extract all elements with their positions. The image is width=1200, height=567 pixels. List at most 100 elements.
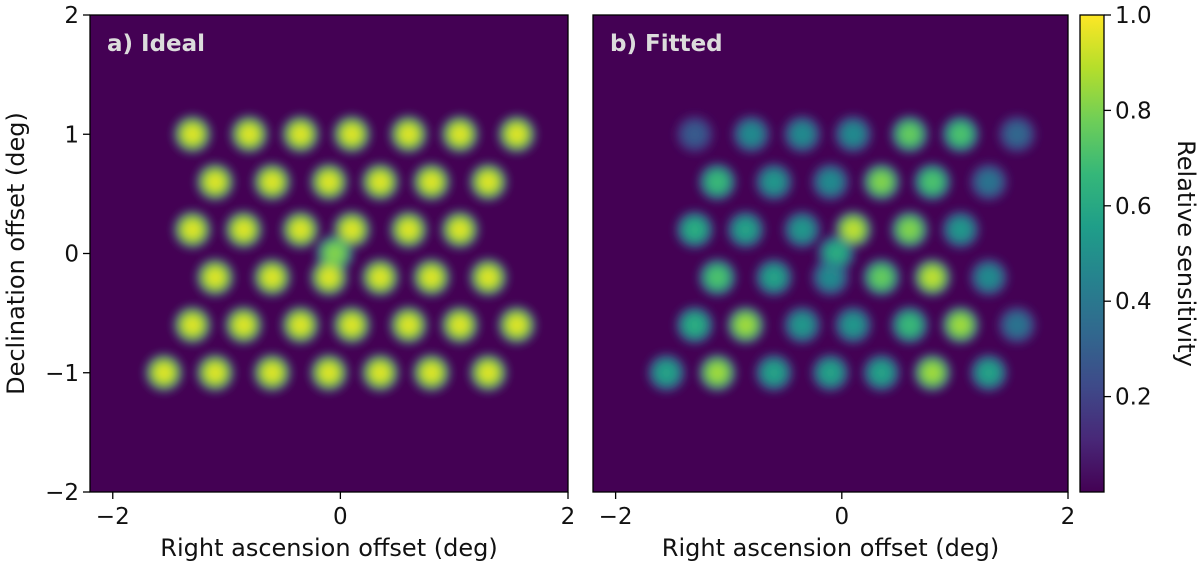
colorbar-ticks: 0.2 0.4 0.6 0.8 1.0	[1104, 3, 1152, 411]
beam	[224, 210, 263, 249]
beam-halo-layer	[135, 105, 546, 402]
beam	[412, 162, 451, 202]
beam	[361, 162, 400, 202]
beam	[890, 210, 929, 249]
y-axis-label: Declination offset (deg)	[2, 112, 30, 395]
beam	[440, 115, 479, 154]
beam	[675, 306, 714, 344]
beam	[196, 258, 235, 297]
y-tick-label: −1	[45, 361, 79, 387]
y-tick-label: 2	[64, 3, 79, 29]
panel-label: b) Fitted	[610, 31, 723, 57]
beam-layer	[135, 105, 546, 402]
beam	[726, 210, 765, 249]
beam	[173, 305, 212, 345]
beam	[811, 258, 850, 297]
beam	[253, 353, 292, 392]
beam	[389, 305, 428, 345]
beam	[755, 258, 793, 297]
beam	[309, 353, 349, 392]
colorbar-tick-label: 0.2	[1115, 385, 1152, 411]
beam-core-layer	[647, 115, 1037, 392]
x-tick-label: −2	[599, 504, 633, 530]
beam	[726, 306, 765, 344]
beam	[440, 305, 479, 345]
x-tick-label: 2	[561, 504, 576, 530]
beam	[890, 306, 929, 344]
beam	[862, 163, 901, 201]
beam	[941, 115, 980, 154]
beam	[675, 115, 714, 154]
x-tick-label: −2	[96, 504, 130, 530]
beam	[862, 258, 901, 297]
beam	[941, 306, 980, 344]
beam	[969, 353, 1008, 392]
beam	[913, 353, 952, 392]
beam	[230, 115, 269, 154]
colorbar-gradient	[1080, 15, 1104, 492]
beam	[497, 115, 536, 154]
beam	[173, 115, 212, 154]
beam	[783, 306, 822, 344]
y-tick-label: 0	[64, 242, 79, 268]
beam	[309, 258, 349, 297]
x-axis-label: Right ascension offset (deg)	[160, 534, 497, 562]
beam	[196, 353, 235, 392]
x-tick-label: 0	[333, 504, 348, 530]
y-axis-ticks: −2 −1 0 1 2	[45, 3, 90, 506]
beam	[253, 258, 292, 297]
panel-fitted: b) Fitted −2 0 2 Right ascension offset (d…	[592, 14, 1076, 562]
beam	[698, 353, 737, 392]
beam	[224, 305, 263, 345]
beam	[755, 353, 793, 392]
beam	[281, 210, 320, 249]
colorbar-tick-label: 0.8	[1115, 98, 1152, 124]
beam	[412, 258, 451, 297]
beam	[698, 258, 737, 297]
beam	[698, 163, 737, 201]
axes-frame	[592, 14, 1069, 493]
x-axis-label: Right ascension offset (deg)	[662, 534, 999, 562]
beam	[309, 162, 349, 202]
colorbar-tick-label: 0.6	[1115, 194, 1152, 220]
beam	[332, 115, 371, 154]
beam	[969, 258, 1008, 297]
beam	[361, 353, 400, 392]
beam	[913, 258, 952, 297]
y-tick-label: −2	[45, 480, 79, 506]
beam	[469, 353, 508, 392]
beam	[834, 115, 873, 154]
y-tick-label: 1	[64, 122, 79, 148]
beam	[969, 163, 1008, 201]
beam	[361, 258, 400, 297]
beam	[834, 306, 873, 344]
beam	[783, 115, 822, 154]
colorbar: 0.2 0.4 0.6 0.8 1.0 Relative sensitivity	[1079, 3, 1200, 493]
x-tick-label: 0	[834, 504, 849, 530]
beam-halo-layer	[638, 105, 1046, 402]
beam	[144, 353, 184, 392]
colorbar-tick-label: 1.0	[1115, 3, 1152, 29]
beam	[173, 210, 212, 249]
colorbar-tick-label: 0.4	[1115, 289, 1152, 315]
beam	[755, 163, 793, 201]
beam	[998, 306, 1037, 344]
beam	[998, 115, 1037, 154]
beam	[440, 210, 479, 249]
beam	[412, 353, 451, 392]
beam	[675, 210, 714, 249]
beam	[281, 115, 320, 154]
beam	[811, 163, 850, 201]
panel-label: a) Ideal	[107, 31, 205, 57]
beam	[253, 162, 292, 202]
beam	[913, 163, 952, 201]
beam-core-layer	[144, 115, 536, 392]
beam	[196, 162, 235, 202]
beam	[647, 353, 686, 392]
beam	[389, 115, 428, 154]
colorbar-label: Relative sensitivity	[1172, 140, 1200, 367]
x-tick-label: 2	[1061, 504, 1076, 530]
beam	[811, 353, 850, 392]
panel-ideal: a) Ideal −2 0 2 −2 −1 0 1 2 Right ascension of…	[2, 3, 575, 562]
